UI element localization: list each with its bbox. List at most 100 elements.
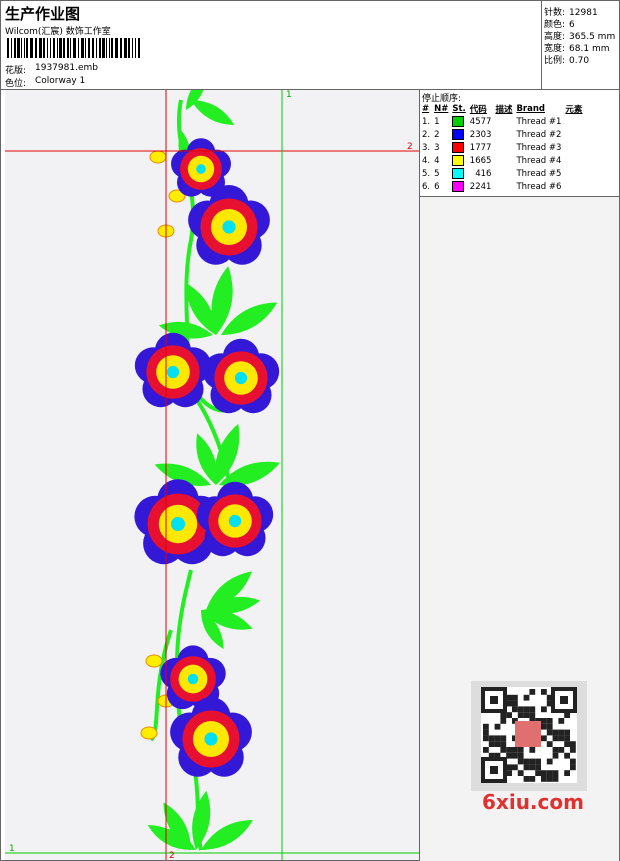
desc: Thread #4 bbox=[516, 155, 562, 166]
bar-stripe bbox=[43, 38, 45, 58]
desc: Thread #5 bbox=[516, 168, 562, 179]
bud bbox=[149, 150, 167, 164]
qr-cell bbox=[552, 747, 559, 753]
qr-cell bbox=[517, 770, 524, 776]
qr-cell bbox=[541, 718, 547, 724]
qr-cell bbox=[552, 770, 559, 776]
qr-cell bbox=[546, 694, 553, 701]
flower-center bbox=[222, 220, 236, 234]
qr-cell bbox=[500, 712, 507, 718]
qr-cell bbox=[512, 706, 518, 713]
swatch bbox=[452, 168, 465, 179]
thread-row: 5. 5 416 Thread #5 bbox=[420, 167, 584, 180]
bar-stripe bbox=[11, 38, 12, 58]
bar-stripe bbox=[63, 38, 65, 58]
qr-cell bbox=[564, 770, 570, 776]
column-header: N# bbox=[434, 103, 449, 114]
qr-cell bbox=[570, 741, 576, 747]
n: 1 bbox=[434, 116, 440, 127]
color-cell bbox=[450, 115, 467, 128]
stats: 针数: 12981 颜色: 6 高度: 365.5 mm 宽度: 68.1 mm 比例: 0.70 bbox=[544, 5, 615, 66]
design: 1937981.emb bbox=[35, 63, 98, 73]
column-header: 元素 bbox=[565, 104, 583, 115]
qr-cell bbox=[564, 712, 570, 718]
bar-stripe bbox=[50, 38, 51, 58]
qr-cell bbox=[535, 770, 541, 776]
stat-label: 比例: bbox=[544, 56, 566, 66]
qr-cell bbox=[494, 735, 501, 742]
qr-cell bbox=[494, 723, 501, 730]
qr-cell bbox=[570, 764, 576, 771]
stat-label: 颜色: bbox=[544, 20, 566, 30]
stat-row: 高度: 365.5 mm bbox=[544, 29, 615, 42]
bar-stripe bbox=[132, 38, 133, 58]
qr-cell bbox=[523, 764, 530, 771]
bar-stripe bbox=[59, 38, 62, 58]
qr-cell bbox=[506, 747, 512, 753]
qr-area: 6xiu.com bbox=[471, 681, 587, 814]
qr-cell bbox=[529, 764, 536, 771]
qr-cell bbox=[512, 700, 518, 707]
bar-stripe bbox=[24, 38, 25, 58]
stitches: 1777 bbox=[469, 142, 492, 153]
qr-cell bbox=[500, 747, 507, 753]
colorway: Colorway 1 bbox=[35, 76, 86, 86]
qr-cell bbox=[483, 723, 489, 730]
qr-cell bbox=[529, 776, 536, 782]
divider bbox=[1, 89, 619, 90]
qr-cell bbox=[529, 747, 536, 753]
stat-row: 颜色: 6 bbox=[544, 17, 615, 30]
qr-cell bbox=[546, 729, 553, 736]
bar-stripe bbox=[88, 38, 90, 58]
n: 2 bbox=[434, 129, 440, 140]
n: 4 bbox=[434, 155, 440, 166]
qr-cell bbox=[506, 712, 512, 718]
bar-stripe bbox=[96, 38, 97, 58]
stat-label: 高度: bbox=[544, 32, 566, 42]
qr-finder-dot bbox=[490, 766, 498, 774]
qr-logo bbox=[515, 721, 541, 747]
code bbox=[493, 180, 514, 193]
swatch bbox=[452, 181, 465, 192]
qr-cell bbox=[541, 723, 547, 730]
stat-label: 针数: bbox=[544, 8, 566, 18]
qr-cell bbox=[512, 735, 518, 742]
leaf bbox=[196, 433, 217, 485]
qr-cell bbox=[552, 776, 559, 782]
flower-center bbox=[228, 514, 242, 528]
qr-cell bbox=[529, 758, 536, 765]
code bbox=[493, 167, 514, 180]
bar-stripe bbox=[7, 38, 9, 58]
n: 3 bbox=[434, 142, 440, 153]
qr-cell bbox=[517, 752, 524, 759]
qr-cell bbox=[523, 706, 530, 713]
qr-cell bbox=[517, 712, 524, 718]
desc: Thread #3 bbox=[516, 142, 562, 153]
swatch bbox=[452, 142, 465, 153]
bar-stripe bbox=[106, 38, 107, 58]
flower-center bbox=[187, 673, 199, 685]
qr-cell bbox=[529, 718, 536, 724]
color-cell bbox=[450, 180, 467, 193]
guide-label: 1 bbox=[9, 844, 15, 854]
qr-cell bbox=[564, 729, 570, 736]
bar-stripe bbox=[138, 38, 140, 58]
qr-finder-dot bbox=[560, 696, 568, 704]
qr-cell bbox=[564, 735, 570, 742]
stat-row: 比例: 0.70 bbox=[544, 53, 615, 66]
qr-cell bbox=[512, 747, 518, 753]
leaf bbox=[154, 463, 211, 486]
desc: Thread #2 bbox=[516, 129, 562, 140]
no: 3. bbox=[422, 142, 431, 153]
swatch bbox=[452, 116, 465, 127]
bar-stripe bbox=[78, 38, 79, 58]
stat-value: 12981 bbox=[569, 8, 598, 18]
qr-cell bbox=[512, 694, 518, 701]
qr-cell bbox=[552, 752, 559, 759]
qr-cell bbox=[523, 776, 530, 782]
code bbox=[493, 141, 514, 154]
qr-cell bbox=[558, 735, 565, 742]
qr-cell bbox=[564, 752, 570, 759]
no: 4. bbox=[422, 155, 431, 166]
